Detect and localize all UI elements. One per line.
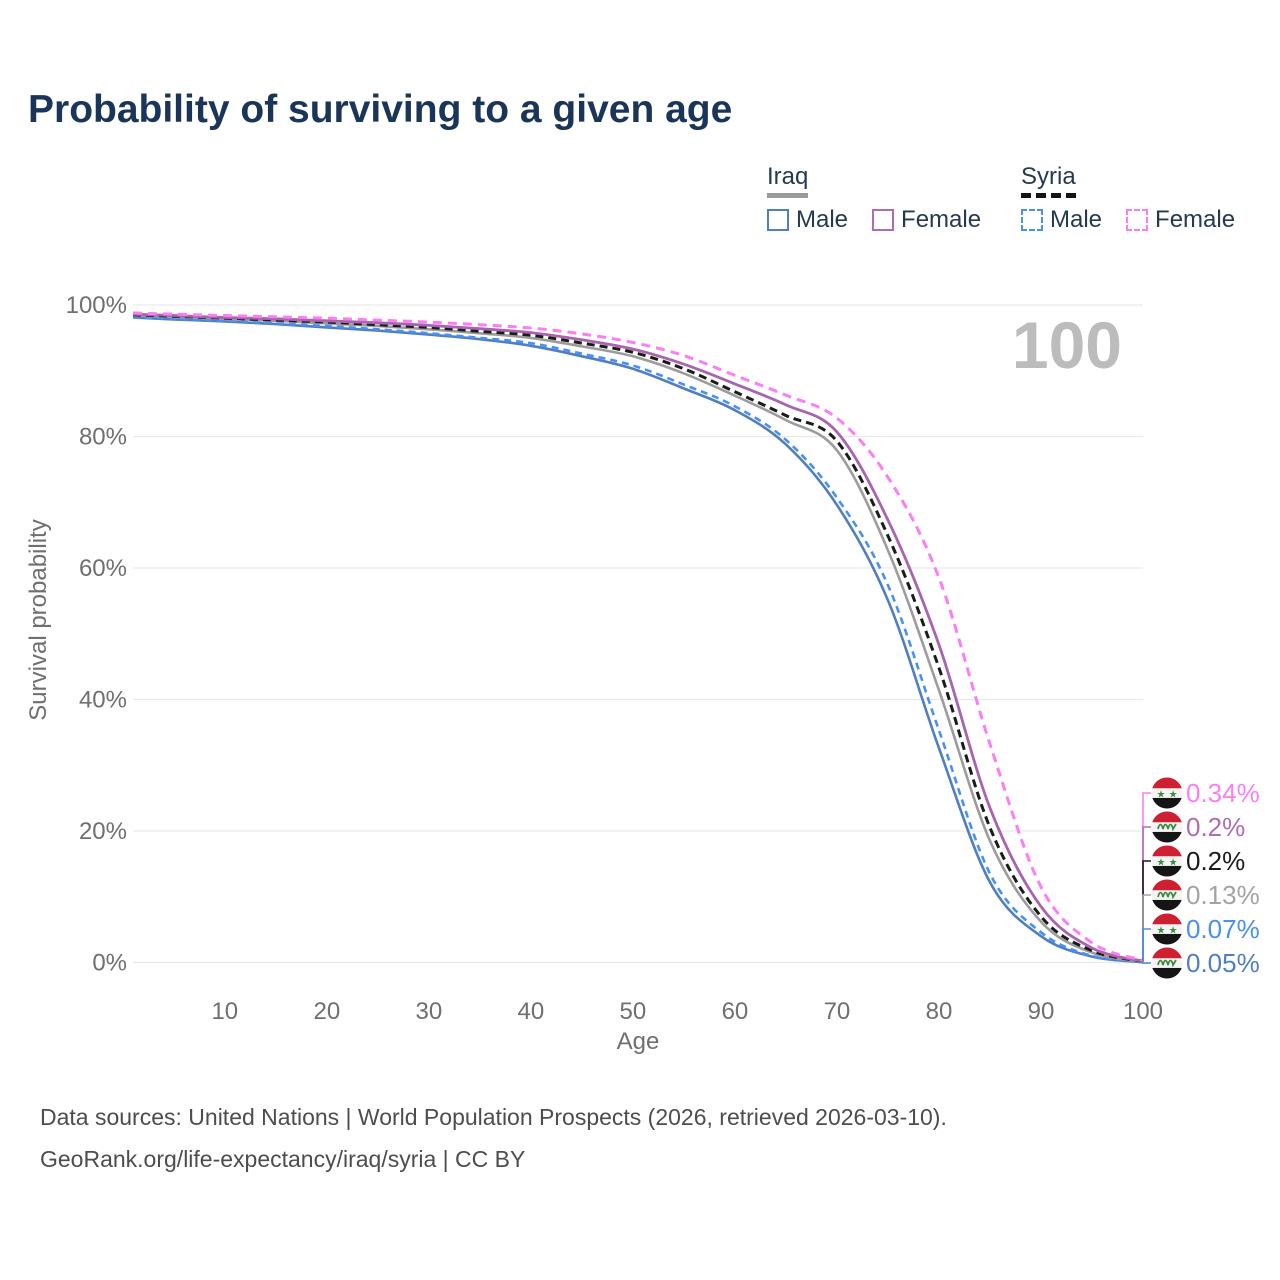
end-value-syria-female: 0.34% [1186,778,1260,808]
legend-syria: Syria Male Female [1021,164,1259,233]
svg-text:★ ★: ★ ★ [1156,790,1177,801]
attribution-line: GeoRank.org/life-expectancy/iraq/syria |… [40,1146,526,1172]
legend-iraq-name: Iraq [767,164,809,198]
legend-syria-row: Male Female [1021,207,1259,233]
syria-female-swatch-icon [1126,209,1149,231]
iraq-male-swatch-icon [767,209,789,231]
x-tick-label: 80 [926,998,953,1025]
age-watermark: 100 [1012,308,1122,382]
legend-iraq-female-label: Female [901,206,982,233]
syria-flag-icon: ★ ★ [1151,777,1183,809]
syria-male-swatch-icon [1021,209,1043,231]
series-line-syria-total [132,313,1144,963]
iraq-flag-icon [1151,879,1183,911]
legend-syria-female-label: Female [1155,206,1236,233]
legend-iraq-male-label: Male [796,206,849,233]
iraq-female-swatch-icon [872,209,895,231]
source-footer: Data sources: United Nations | World Pop… [40,1096,947,1180]
end-label-connector-syria-female [1142,792,1151,961]
legend-iraq: Iraq Male Female [767,164,1005,233]
legend-syria-name: Syria [1021,164,1076,198]
x-tick-label: 90 [1028,998,1055,1025]
end-label-connector-iraq-female [1142,826,1151,962]
end-value-iraq-female: 0.2% [1186,812,1245,842]
legend-iraq-row: Male Female [767,207,1005,233]
x-tick-label: 100 [1123,998,1163,1025]
y-tick-label: 0% [92,950,127,977]
x-tick-label: 70 [824,998,851,1025]
end-label-connector-iraq-male [1142,962,1151,964]
x-tick-label: 60 [722,998,749,1025]
y-tick-label: 100% [66,292,127,319]
series-line-iraq-male [132,316,1144,964]
legend-syria-male-label: Male [1050,206,1103,233]
x-axis-title: Age [617,1028,660,1055]
x-tick-label: 50 [620,998,647,1025]
iraq-flag-icon [1151,811,1183,843]
survival-chart: 100 0% 20% 40% 60% 80% 100% 10 20 30 40 50 60 70 80 9… [25,292,1260,1055]
syria-flag-icon: ★ ★ [1151,845,1183,877]
x-tick-label: 20 [313,998,340,1025]
series-line-iraq-total [132,314,1144,963]
end-label-connector-syria-male [1142,928,1151,963]
y-tick-label: 20% [79,818,127,845]
x-axis-ticks: 10 20 30 40 50 60 70 80 90 100 [211,998,1163,1025]
legend-item-syria-female[interactable]: Female [1126,207,1235,233]
svg-text:★ ★: ★ ★ [1156,926,1177,937]
y-axis-ticks: 0% 20% 40% 60% 80% 100% [66,292,127,977]
legend-item-iraq-female[interactable]: Female [872,207,981,233]
end-value-syria-total: 0.2% [1186,846,1245,876]
svg-text:★ ★: ★ ★ [1156,858,1177,869]
legend-item-iraq-male[interactable]: Male [767,207,848,233]
legend-item-syria-male[interactable]: Male [1021,207,1102,233]
x-tick-label: 40 [518,998,545,1025]
y-tick-label: 60% [79,555,127,582]
iraq-flag-icon [1151,947,1183,979]
y-axis-title: Survival probability [25,519,52,720]
x-tick-label: 10 [211,998,238,1025]
y-tick-label: 40% [79,687,127,714]
end-value-syria-male: 0.07% [1186,914,1260,944]
syria-flag-icon: ★ ★ [1151,913,1183,945]
data-sources-line: Data sources: United Nations | World Pop… [40,1104,947,1130]
end-value-iraq-male: 0.05% [1186,948,1260,978]
end-value-iraq-total: 0.13% [1186,880,1260,910]
page-title: Probability of surviving to a given age [28,88,733,131]
end-value-labels: ★ ★ 0.34% 0.2% ★ ★ 0.2% 0.13% ★ ★ 0.07% 0.05% [1142,777,1260,979]
y-tick-label: 80% [79,424,127,451]
series-line-iraq-female [132,312,1144,963]
survival-curves [132,311,1144,964]
series-line-syria-male [132,315,1144,964]
x-tick-label: 30 [416,998,443,1025]
gridlines [133,304,1143,964]
series-line-syria-female [132,311,1144,962]
end-label-connector-syria-total [1142,860,1151,962]
